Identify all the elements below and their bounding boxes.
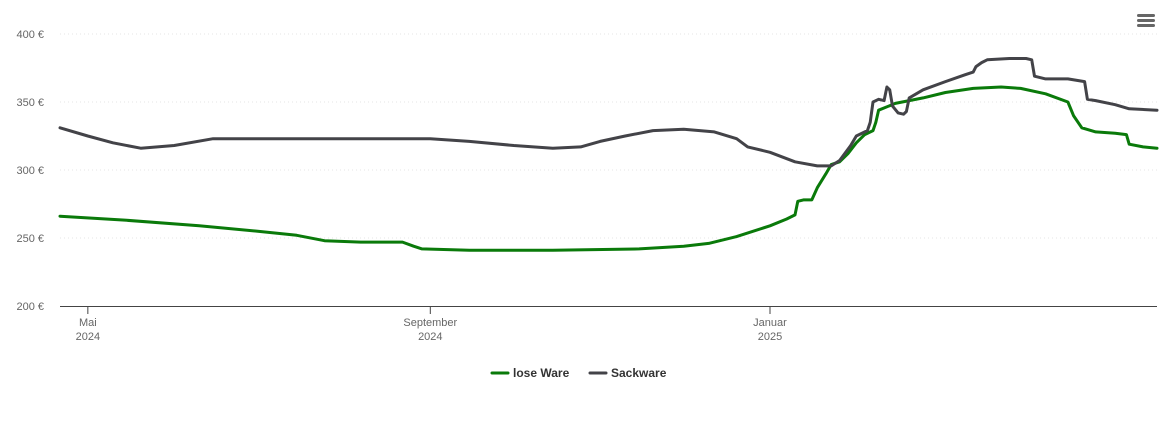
grid-lines	[60, 33, 1157, 239]
x-tick-year: 2024	[76, 331, 100, 343]
chart-menu-button[interactable]	[1134, 11, 1158, 33]
x-axis: Mai 2024 September 2024 Januar 2025	[76, 306, 787, 343]
legend-item-sackware[interactable]: Sackware	[588, 366, 667, 380]
x-tick-year: 2025	[758, 331, 782, 343]
y-tick-label: 300 €	[16, 165, 44, 177]
y-axis-labels: 200 € 250 € 300 € 350 € 400 €	[16, 29, 44, 313]
y-tick-label: 400 €	[16, 29, 44, 41]
x-tick-label: September	[403, 317, 457, 329]
x-tick-label: Januar	[753, 317, 787, 329]
legend-label: Sackware	[611, 366, 667, 380]
legend-label: lose Ware	[513, 366, 570, 380]
series-lines	[58, 57, 1159, 252]
legend-item-lose-ware[interactable]: lose Ware	[490, 366, 570, 380]
x-tick-label: Mai	[79, 317, 97, 329]
series-line-lose-ware	[58, 85, 1159, 252]
y-tick-label: 350 €	[16, 97, 44, 109]
legend: lose Ware Sackware	[490, 366, 667, 380]
x-tick-year: 2024	[418, 331, 442, 343]
y-tick-label: 250 €	[16, 233, 44, 245]
y-tick-label: 200 €	[16, 301, 44, 313]
series-line-sackware	[58, 57, 1159, 168]
hamburger-menu-icon	[1137, 14, 1155, 27]
